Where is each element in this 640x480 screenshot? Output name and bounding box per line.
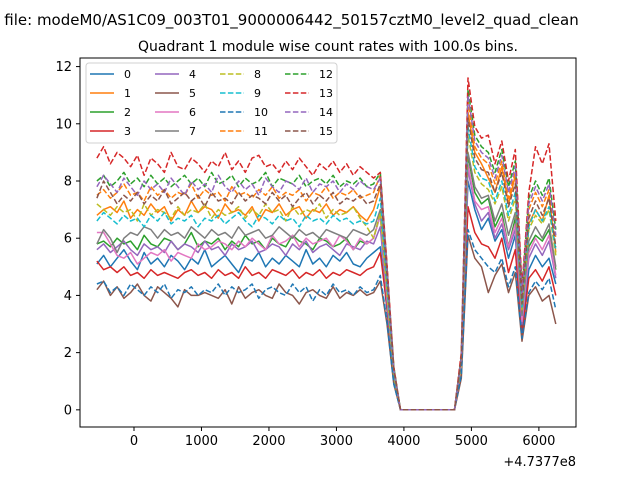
legend-label-11: 11 — [254, 125, 268, 138]
series-line-7 — [96, 151, 557, 411]
legend-box — [85, 62, 338, 144]
series-line-3 — [96, 205, 557, 411]
y-tick-label: 8 — [64, 175, 72, 190]
series-line-10 — [96, 228, 557, 411]
legend-label-0: 0 — [124, 68, 131, 81]
series-line-1 — [96, 111, 557, 411]
series-line-11 — [96, 100, 557, 411]
series-line-13 — [96, 77, 557, 411]
legend-label-9: 9 — [254, 87, 261, 100]
y-tick-label: 10 — [55, 117, 72, 132]
x-tick-label: 0 — [130, 434, 138, 449]
y-tick-label: 6 — [64, 232, 72, 247]
legend-label-7: 7 — [189, 125, 196, 138]
y-tick-label: 0 — [64, 403, 72, 418]
legend-label-12: 12 — [319, 68, 333, 81]
x-tick-label: 2000 — [252, 434, 285, 449]
x-axis: 0 1000 2000 3000 4000 5000 6000 — [130, 427, 555, 449]
series-line-8 — [96, 134, 557, 411]
series-line-15 — [96, 117, 557, 411]
series-line-4 — [96, 168, 557, 411]
plot-area — [96, 77, 557, 411]
series-line-2 — [96, 154, 557, 411]
chart-title: Quadrant 1 module wise count rates with … — [138, 39, 518, 55]
series-line-12 — [96, 88, 557, 411]
figure-suptitle: n file: modeM0/AS1C09_003T01_9000006442_… — [0, 11, 579, 30]
legend-label-15: 15 — [319, 125, 333, 138]
axes-frame — [79, 57, 577, 428]
legend-label-8: 8 — [254, 68, 261, 81]
series-line-14 — [96, 94, 557, 411]
y-tick-label: 4 — [64, 289, 72, 304]
x-tick-label: 3000 — [320, 434, 353, 449]
series-line-6 — [96, 163, 557, 411]
x-tick-label: 6000 — [522, 434, 555, 449]
legend-label-13: 13 — [319, 87, 333, 100]
x-axis-offset-label: +4.7377e8 — [503, 455, 576, 470]
legend-label-5: 5 — [189, 87, 196, 100]
legend-label-1: 1 — [124, 87, 131, 100]
series-line-9 — [96, 125, 557, 411]
legend-label-14: 14 — [319, 106, 333, 119]
x-tick-label: 4000 — [387, 434, 420, 449]
y-axis: 0 2 4 6 8 10 12 — [55, 60, 80, 418]
x-tick-label: 1000 — [185, 434, 218, 449]
y-tick-label: 2 — [64, 346, 72, 361]
y-tick-label: 12 — [55, 60, 72, 75]
legend-label-6: 6 — [189, 106, 196, 119]
x-tick-label: 5000 — [455, 434, 488, 449]
legend-label-2: 2 — [124, 106, 131, 119]
legend-label-4: 4 — [189, 68, 196, 81]
legend-label-3: 3 — [124, 125, 131, 138]
legend-label-10: 10 — [254, 106, 268, 119]
series-line-5 — [96, 234, 557, 411]
